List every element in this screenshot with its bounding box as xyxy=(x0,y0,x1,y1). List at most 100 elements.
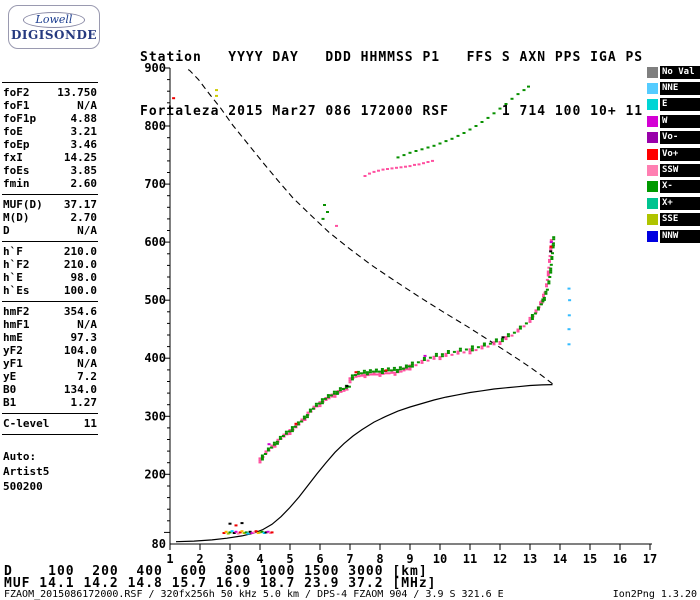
series-x-mode-asymptote xyxy=(567,287,572,346)
legend-item: W xyxy=(647,113,700,129)
x-axis-tick-label: 6 xyxy=(316,552,323,565)
param-value: 1.27 xyxy=(70,396,98,409)
param-label: yF1 xyxy=(3,357,23,370)
param-value: 354.6 xyxy=(63,305,97,318)
param-value: 100.0 xyxy=(63,284,97,297)
param-row: MUF(D) 37.17 xyxy=(3,198,97,211)
x-axis-tick-label: 2 xyxy=(196,552,203,565)
echo-direction-legend: No Val NNE E W Vo- Vo+ SSW X- X+ SSE NNW xyxy=(647,64,700,244)
param-label: C-level xyxy=(3,417,50,430)
logo-lowell-text: Lowell xyxy=(22,11,86,28)
header-values-line: Fortaleza 2015 Mar27 086 172000 RSF 1 71… xyxy=(140,104,644,119)
param-row: h`E 98.0 xyxy=(3,271,97,284)
param-row: foEs 3.85 xyxy=(3,164,97,177)
param-value: N/A xyxy=(77,224,97,237)
param-row: B1 1.27 xyxy=(3,396,97,409)
param-value: 134.0 xyxy=(63,383,97,396)
param-group: C-level 11 xyxy=(2,413,98,435)
param-label: foE xyxy=(3,125,23,138)
param-group: hmF2 354.6 hmF1 N/A hmE 97.3 yF2 104.0 yF1 N/A yE 7… xyxy=(2,301,98,413)
legend-color-swatch xyxy=(647,115,658,127)
param-row: hmF2 354.6 xyxy=(3,305,97,318)
series-f-trace-o xyxy=(258,239,553,464)
legend-item: No Val xyxy=(647,64,700,80)
param-row: h`F2 210.0 xyxy=(3,258,97,271)
param-value: 97.3 xyxy=(70,331,98,344)
legend-item: X- xyxy=(647,179,700,195)
legend-label: E xyxy=(660,98,700,112)
param-row: D N/A xyxy=(3,224,97,237)
legend-label: SSE xyxy=(660,213,700,227)
y-axis-tick-label: 700 xyxy=(144,177,166,191)
param-label: B0 xyxy=(3,383,17,396)
height-profile-curves xyxy=(175,67,553,543)
param-row: hmE 97.3 xyxy=(3,331,97,344)
legend-color-swatch xyxy=(647,181,658,193)
legend-color-swatch xyxy=(647,132,658,144)
distance-row: D 100 200 400 600 800 1000 1500 3000 [km… xyxy=(4,564,428,579)
legend-item: Vo+ xyxy=(647,146,700,162)
param-row: yF1 N/A xyxy=(3,357,97,370)
param-row: fxI 14.25 xyxy=(3,151,97,164)
param-label: B1 xyxy=(3,396,17,409)
series-second-hop-x xyxy=(396,85,530,159)
y-axis-tick-label: 300 xyxy=(144,409,166,423)
param-row: foF1 N/A xyxy=(3,99,97,112)
param-label: yE xyxy=(3,370,17,383)
x-axis-tick-label: 13 xyxy=(523,552,537,565)
autoscaling-line: 500200 xyxy=(3,480,43,493)
status-file-info: FZAOM_2015086172000.RSF / 320fx256h 50 k… xyxy=(4,589,504,600)
scaled-parameters-panel: foF2 13.750 foF1 N/A foF1p 4.88 foE 3.21 foEp 3.4… xyxy=(2,82,98,494)
param-row: yE 7.2 xyxy=(3,370,97,383)
logo-digisonde-text: DIGISONDE xyxy=(10,27,98,42)
legend-color-swatch xyxy=(647,148,658,160)
lowell-digisonde-logo: Lowell DIGISONDE xyxy=(8,5,100,49)
param-label: h`Es xyxy=(3,284,30,297)
autoscaling-line: Artist5 xyxy=(3,465,50,478)
param-value: 3.85 xyxy=(70,164,98,177)
y-axis-tick-label: 800 xyxy=(144,119,166,133)
legend-label: No Val xyxy=(660,65,700,79)
param-value: 210.0 xyxy=(63,258,97,271)
legend-color-swatch xyxy=(647,99,658,111)
param-group: h`F 210.0 h`F2 210.0 h`E 98.0 h`Es 100.0 xyxy=(2,241,98,301)
station-header: Station YYYY DAY DDD HHMMSS P1 FFS S AXN… xyxy=(140,13,643,157)
legend-color-swatch xyxy=(647,197,658,209)
y-axis-tick-label: 900 xyxy=(144,61,166,75)
param-value: N/A xyxy=(77,318,97,331)
legend-item: NNW xyxy=(647,228,700,244)
param-row: foE 3.21 xyxy=(3,125,97,138)
series-es-strays xyxy=(228,522,244,527)
autoscaling-info: Auto: Artist5 500200 xyxy=(2,449,98,494)
legend-label: NNW xyxy=(660,229,700,243)
y-axis-tick-label: 500 xyxy=(144,293,166,307)
param-label: h`F2 xyxy=(3,258,30,271)
param-value: 104.0 xyxy=(63,344,97,357)
status-version: Ion2Png 1.3.20 xyxy=(612,589,697,600)
x-axis-tick-label: 9 xyxy=(406,552,413,565)
legend-label: Vo- xyxy=(660,131,700,145)
param-row: hmF1 N/A xyxy=(3,318,97,331)
legend-color-swatch xyxy=(647,230,658,242)
legend-color-swatch xyxy=(647,214,658,226)
legend-label: Vo+ xyxy=(660,147,700,161)
param-group: MUF(D) 37.17 M(D) 2.70 D N/A xyxy=(2,194,98,241)
series-es-layer xyxy=(222,530,274,535)
param-value: 11 xyxy=(83,417,97,430)
param-row: fmin 2.60 xyxy=(3,177,97,190)
param-label: foF2 xyxy=(3,86,30,99)
param-label: h`F xyxy=(3,245,23,258)
legend-item: NNE xyxy=(647,80,700,96)
param-value: 14.25 xyxy=(63,151,97,164)
legend-label: SSW xyxy=(660,164,700,178)
series-second-hop-o xyxy=(363,159,434,177)
x-axis-tick-label: 17 xyxy=(643,552,657,565)
x-axis-tick-label: 4 xyxy=(256,552,263,565)
y-axis-tick-label: 400 xyxy=(144,351,166,365)
legend-item: X+ xyxy=(647,195,700,211)
param-label: fxI xyxy=(3,151,23,164)
legend-item: Vo- xyxy=(647,130,700,146)
y-axis-tick-label: 200 xyxy=(144,467,166,481)
